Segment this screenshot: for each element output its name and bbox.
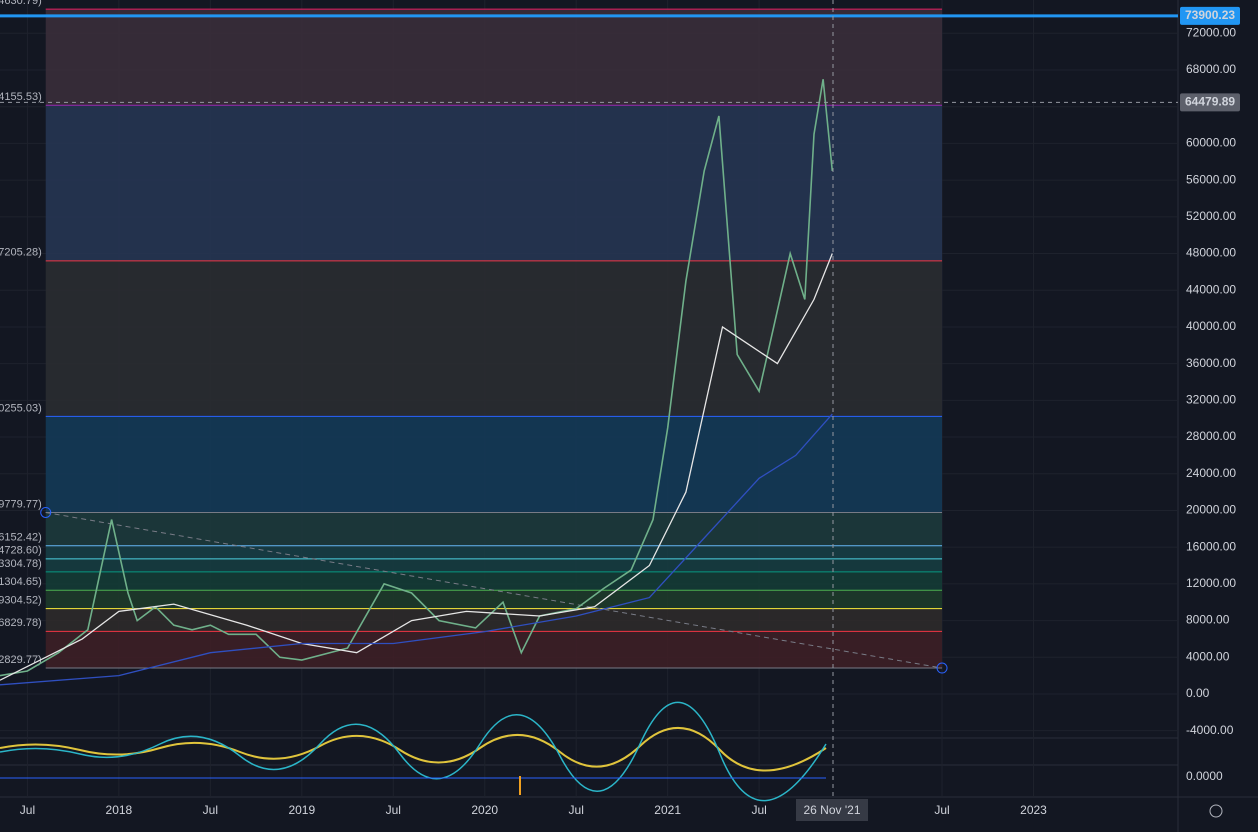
- fib-label: 1.618(30255.03): [0, 402, 42, 414]
- fib-band: [45, 558, 943, 572]
- fib-label: 0.702(14728.60): [0, 545, 42, 557]
- fib-label: 4.236(74630.79): [0, 0, 42, 7]
- x-tick-label: Jul: [386, 803, 401, 817]
- fib-band: [45, 545, 943, 559]
- price-line: [0, 79, 834, 677]
- x-tick-label: 2020: [471, 803, 498, 817]
- x-tick-label: 2018: [106, 803, 133, 817]
- fib-label: 0.786(16152.42): [0, 532, 42, 544]
- fib-label: 0(2829.77): [0, 654, 42, 666]
- y-tick-label: 0.00: [1186, 686, 1210, 700]
- price-tag: [1180, 93, 1240, 112]
- y-tick-label: 16000.00: [1186, 539, 1236, 553]
- y-tick-label: 48000.00: [1186, 246, 1236, 260]
- y-tick-label: 28000.00: [1186, 429, 1236, 443]
- fib-label: 0.382(9304.52): [0, 595, 42, 607]
- x-tick-label: Jul: [569, 803, 584, 817]
- price-tag-label: 64479.89: [1185, 94, 1235, 108]
- x-tick-label: Jul: [751, 803, 766, 817]
- price-tag: [1180, 6, 1240, 25]
- price-tag-label: 73900.23: [1185, 8, 1235, 22]
- fib-band: [45, 608, 943, 632]
- fib-label: 1(19779.77): [0, 498, 42, 510]
- y-tick-label: 72000.00: [1186, 25, 1236, 39]
- x-tick-label: 2021: [654, 803, 681, 817]
- indicator-tick-label: 0.0000: [1186, 769, 1223, 783]
- fib-band: [45, 105, 943, 261]
- trend-line: [45, 511, 943, 669]
- fib-band: [45, 631, 943, 669]
- y-tick-label: 24000.00: [1186, 466, 1236, 480]
- y-tick-label: 40000.00: [1186, 319, 1236, 333]
- fib-label: 0.5(11304.65): [0, 576, 42, 588]
- fib-band: [45, 590, 943, 609]
- y-tick-label: 20000.00: [1186, 503, 1236, 517]
- y-tick-label: 36000.00: [1186, 356, 1236, 370]
- y-tick-label: 56000.00: [1186, 172, 1236, 186]
- fib-band: [45, 416, 943, 513]
- price-line: [0, 413, 833, 686]
- fib-label: 0.618(13304.78): [0, 558, 42, 570]
- x-tick-label: 2019: [288, 803, 315, 817]
- x-tick-label: 2023: [1020, 803, 1047, 817]
- settings-icon[interactable]: [1209, 804, 1223, 818]
- y-tick-label: 52000.00: [1186, 209, 1236, 223]
- crosshair-date: 26 Nov '21: [804, 803, 861, 817]
- y-tick-label: 44000.00: [1186, 282, 1236, 296]
- fib-band: [45, 9, 943, 106]
- fib-band: [45, 512, 943, 546]
- crosshair-date-tag: [796, 799, 868, 821]
- x-tick-label: Jul: [20, 803, 35, 817]
- oscillator-line: [0, 701, 827, 802]
- price-line: [0, 253, 833, 681]
- anchor-point: [40, 506, 52, 518]
- x-tick-label: Jul: [934, 803, 949, 817]
- y-tick-label: 4000.00: [1186, 649, 1230, 663]
- y-tick-label: 60000.00: [1186, 136, 1236, 150]
- fib-band: [45, 260, 943, 417]
- y-tick-label: 32000.00: [1186, 393, 1236, 407]
- anchor-point: [936, 662, 948, 674]
- fib-band: [45, 571, 943, 591]
- fib-label: 2.618(47205.28): [0, 247, 42, 259]
- fib-label: 0.236(6829.78): [0, 617, 42, 629]
- y-tick-label: 8000.00: [1186, 613, 1230, 627]
- y-tick-label: 68000.00: [1186, 62, 1236, 76]
- y-tick-label: -4000.00: [1186, 723, 1234, 737]
- y-tick-label: 12000.00: [1186, 576, 1236, 590]
- x-tick-label: Jul: [203, 803, 218, 817]
- oscillator: [0, 701, 827, 802]
- fib-label: 3.618(64155.53): [0, 91, 42, 103]
